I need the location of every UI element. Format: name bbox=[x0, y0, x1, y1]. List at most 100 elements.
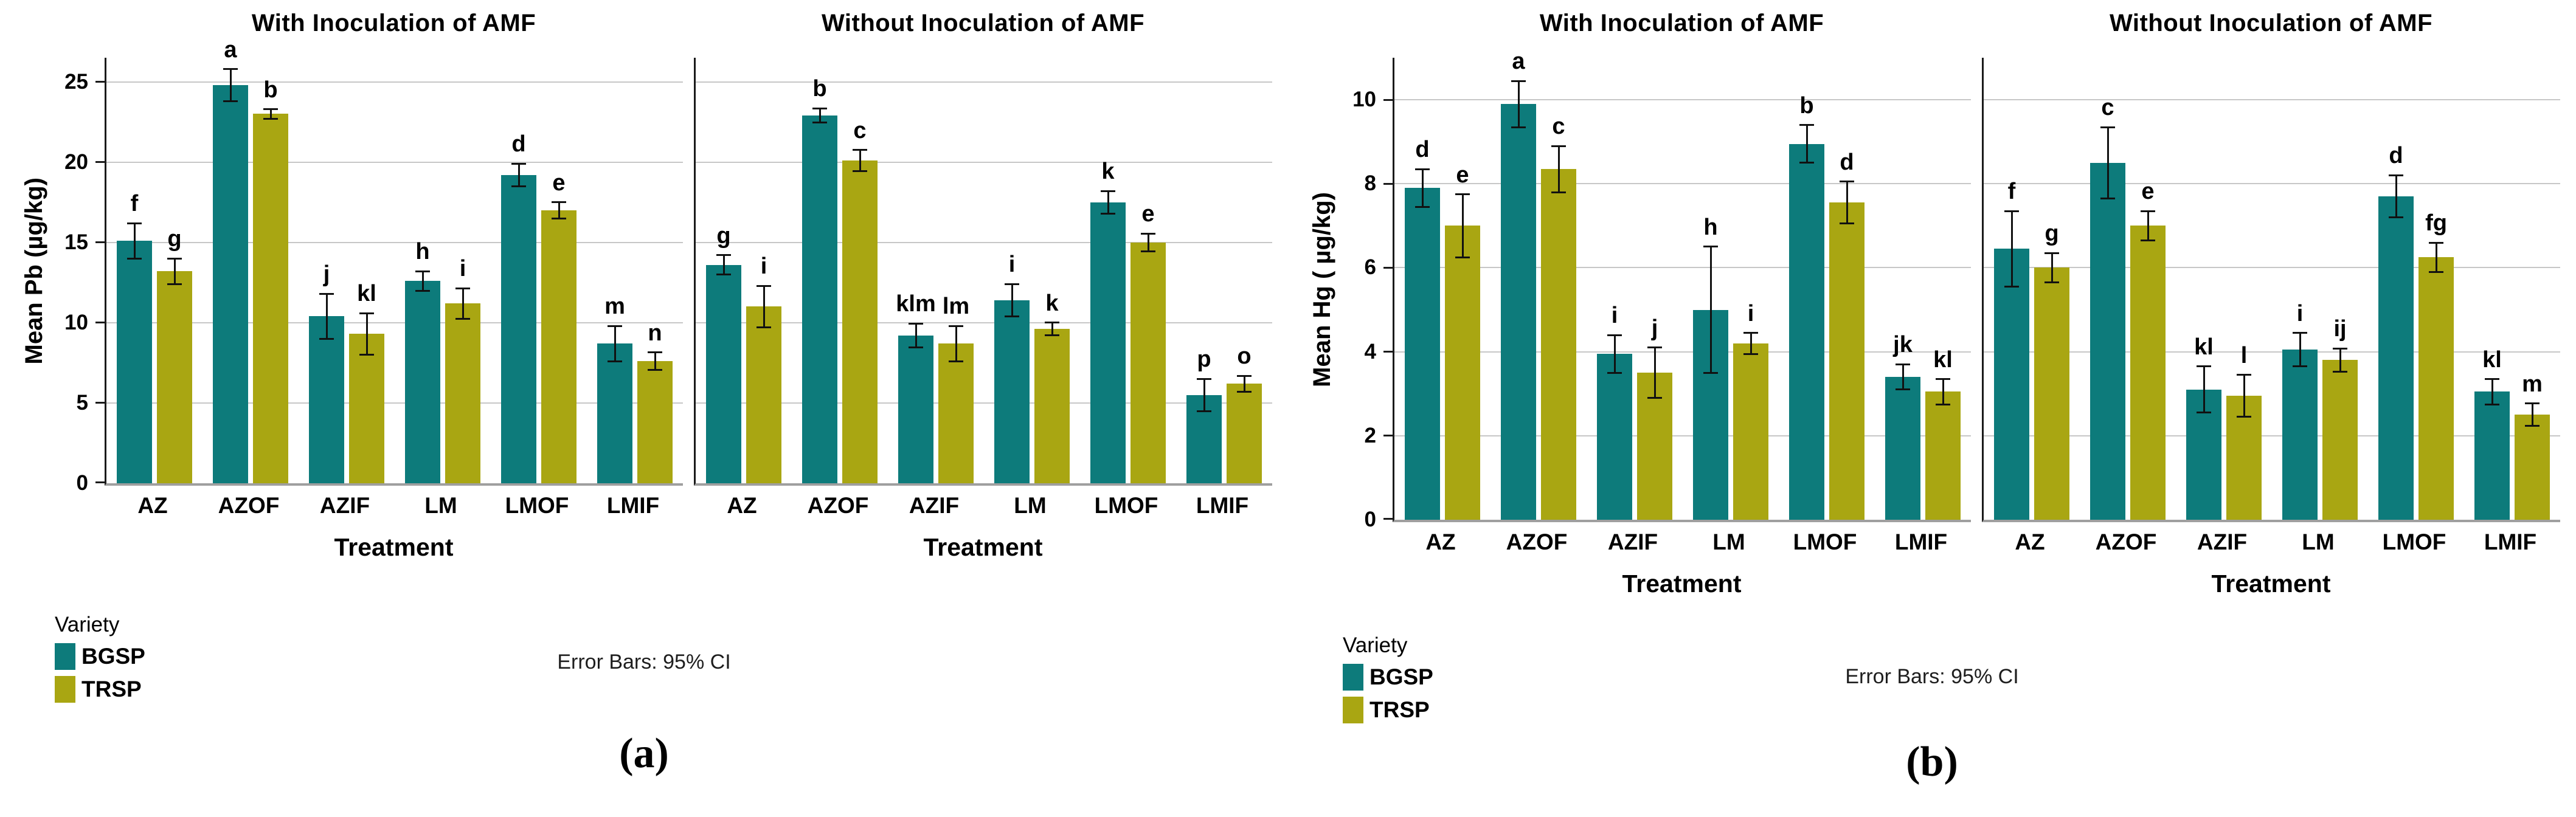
bar-bgsp-azof bbox=[1501, 104, 1536, 520]
error-bar bbox=[518, 164, 520, 187]
significance-letter: d bbox=[2389, 143, 2403, 169]
error-bar bbox=[2435, 243, 2437, 272]
error-bar bbox=[1846, 181, 1848, 224]
error-bar bbox=[955, 326, 957, 362]
x-category-label: LM bbox=[424, 493, 457, 518]
y-tick-mark bbox=[95, 481, 105, 483]
bar-trsp-lm bbox=[445, 303, 480, 483]
error-bar-cap bbox=[2293, 332, 2307, 334]
error-bar-cap bbox=[2004, 286, 2019, 288]
y-tick-label: 6 bbox=[1364, 255, 1376, 280]
gridline bbox=[1984, 267, 2560, 269]
error-bar-cap bbox=[949, 325, 963, 327]
error-bar-cap bbox=[2485, 378, 2499, 381]
significance-letter: e bbox=[1456, 162, 1469, 188]
bar-trsp-lmif bbox=[1227, 384, 1262, 483]
gridline bbox=[1394, 435, 1971, 436]
legend-item-trsp: TRSP bbox=[1343, 697, 2576, 723]
panel-a: Mean Pb (µg/kg) With Inoculation of AMF … bbox=[0, 0, 1288, 777]
error-bar-cap bbox=[1045, 334, 1059, 337]
significance-letter: d bbox=[1415, 137, 1430, 163]
bar-trsp-lm bbox=[1034, 329, 1070, 483]
error-bar-cap bbox=[1101, 212, 1115, 215]
error-bar-cap bbox=[1005, 283, 1019, 285]
bar-bgsp-lm bbox=[994, 300, 1030, 483]
y-tick-label: 15 bbox=[64, 230, 88, 254]
x-category-label: LMOF bbox=[1793, 529, 1857, 554]
y-tick-label: 0 bbox=[1364, 508, 1376, 531]
x-category-label: LMOF bbox=[2382, 529, 2446, 554]
bar-trsp-lm bbox=[2322, 360, 2358, 520]
error-bar-cap bbox=[716, 254, 731, 257]
plot-area: g i b c klm lm i k k e p o bbox=[694, 58, 1272, 486]
bar-bgsp-azif bbox=[1597, 354, 1632, 520]
error-bar-cap bbox=[608, 325, 622, 327]
significance-letter: kl bbox=[2194, 334, 2214, 360]
bar-trsp-az bbox=[1445, 226, 1480, 520]
significance-letter: k bbox=[1045, 290, 1059, 316]
bar-bgsp-az bbox=[117, 241, 152, 483]
error-bar-cap bbox=[2333, 371, 2347, 373]
significance-letter: f bbox=[2007, 179, 2016, 205]
error-bar-cap bbox=[1197, 377, 1211, 380]
error-bar bbox=[1613, 335, 1616, 373]
error-bar-cap bbox=[812, 122, 827, 124]
legend-row-a: Variety BGSP TRSP Error Bars: 95% CI bbox=[0, 613, 1288, 703]
significance-letter: kl bbox=[357, 281, 376, 306]
gridline bbox=[1394, 267, 1971, 269]
chart-a-with-amf: With Inoculation of AMF 0 5 10 15 20 25 f g a b j k… bbox=[64, 0, 683, 562]
charts-row-a: With Inoculation of AMF 0 5 10 15 20 25 f g a b j k… bbox=[0, 0, 1288, 562]
plot-area: f g c e kl l i ij d fg kl m bbox=[1982, 58, 2560, 522]
bar-trsp-lm bbox=[1733, 343, 1768, 520]
error-bar bbox=[2531, 403, 2533, 426]
error-bar bbox=[2339, 348, 2341, 372]
legend-label: TRSP bbox=[1369, 697, 1430, 722]
bar-trsp-az bbox=[2034, 267, 2069, 520]
bar-bgsp-lmof bbox=[1789, 143, 1824, 520]
y-tick-mark bbox=[1383, 518, 1393, 520]
significance-letter: a bbox=[1512, 49, 1525, 74]
bar-trsp-lmif bbox=[1925, 391, 1961, 520]
significance-letter: e bbox=[2141, 179, 2155, 205]
y-tick-label: 0 bbox=[76, 471, 88, 495]
bar-trsp-lmof bbox=[1130, 242, 1166, 483]
error-bar-cap bbox=[1005, 315, 1019, 317]
error-bar-cap bbox=[1415, 205, 1430, 208]
bar-bgsp-azof bbox=[802, 115, 837, 483]
bar-bgsp-lm bbox=[405, 281, 440, 483]
significance-letter: c bbox=[853, 117, 867, 143]
chart-title: Without Inoculation of AMF bbox=[2109, 10, 2433, 36]
significance-letter: jk bbox=[1893, 332, 1913, 358]
error-bar-cap bbox=[359, 354, 374, 356]
x-category-labels: AZ AZOF AZIF LM LMOF LMIF bbox=[105, 493, 683, 522]
error-bar-cap bbox=[2389, 174, 2403, 176]
error-bar-cap bbox=[263, 108, 278, 111]
error-bar-cap bbox=[757, 284, 771, 287]
bar-trsp-lmof bbox=[2418, 257, 2454, 520]
error-bar-cap bbox=[1840, 222, 1854, 225]
error-bar bbox=[558, 202, 560, 219]
gridline bbox=[106, 81, 683, 83]
chart-b-with-amf: With Inoculation of AMF 0 2 4 6 8 10 d e a c i j h i b… bbox=[1352, 0, 1971, 598]
error-bar-cap bbox=[1415, 168, 1430, 170]
significance-letter: h bbox=[1703, 214, 1718, 240]
error-bar bbox=[1653, 347, 1656, 398]
bar-trsp-azof bbox=[842, 160, 878, 483]
significance-letter: g bbox=[716, 222, 731, 249]
error-bar-cap bbox=[552, 217, 566, 219]
y-axis-label-pb: Mean Pb (µg/kg) bbox=[20, 178, 47, 365]
x-category-label: AZIF bbox=[1607, 529, 1658, 554]
error-bar bbox=[1517, 81, 1520, 127]
bar-trsp-lmof bbox=[541, 210, 576, 483]
y-tick-mark bbox=[1383, 351, 1393, 353]
error-bar-cap bbox=[2485, 403, 2499, 405]
y-tick-label: 4 bbox=[1364, 339, 1376, 364]
legend-item-trsp: TRSP bbox=[55, 676, 1288, 703]
error-bar-cap bbox=[648, 351, 662, 354]
trsp-swatch bbox=[1343, 697, 1363, 723]
error-bar-cap bbox=[716, 274, 731, 276]
error-bar-cap bbox=[1101, 190, 1115, 192]
x-axis-title: Treatment bbox=[334, 533, 454, 561]
x-category-labels: AZ AZOF AZIF LM LMOF LMIF bbox=[1393, 529, 1971, 559]
